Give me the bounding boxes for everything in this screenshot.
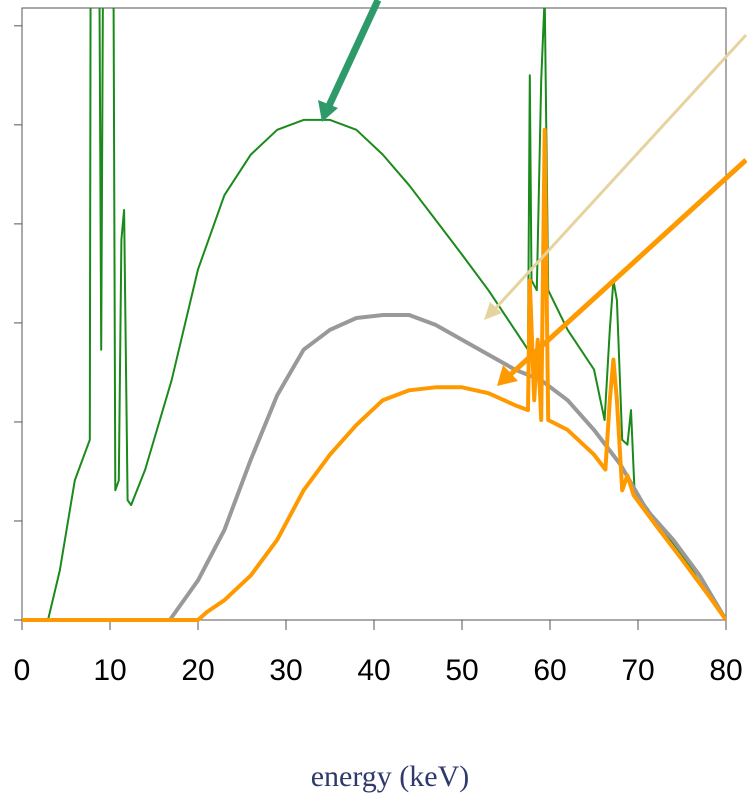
x-tick-label: 70 <box>621 654 654 687</box>
arrow <box>492 33 747 312</box>
series-line <box>22 313 726 622</box>
x-tick-label: 10 <box>93 654 126 687</box>
arrow-head <box>484 302 502 320</box>
x-tick-label: 20 <box>181 654 214 687</box>
x-tick-label: 60 <box>533 654 566 687</box>
arrow-head <box>318 100 338 122</box>
arrow-head <box>497 365 518 386</box>
x-tick-label: 50 <box>445 654 478 687</box>
series-line <box>22 8 726 621</box>
x-tick-label: 30 <box>269 654 302 687</box>
plot-area <box>22 8 726 622</box>
x-tick-label: 80 <box>709 654 742 687</box>
arrow <box>508 158 747 377</box>
x-tick-label: 0 <box>14 654 31 687</box>
x-tick-label: 40 <box>357 654 390 687</box>
axes: 0 10 20 30 40 50 60 70 80 <box>14 25 743 687</box>
series-line <box>22 127 726 622</box>
annotation-arrows <box>318 0 747 386</box>
x-axis-label: energy (keV) <box>311 760 470 793</box>
arrow <box>324 0 382 110</box>
